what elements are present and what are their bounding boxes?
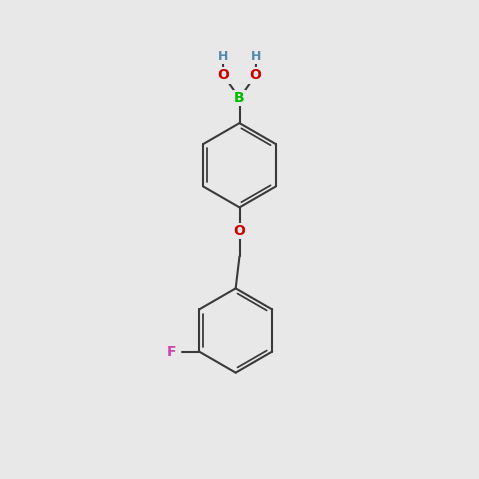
Text: O: O — [234, 224, 245, 239]
Text: O: O — [250, 68, 262, 82]
Text: B: B — [234, 91, 245, 105]
Text: H: H — [251, 50, 262, 63]
Text: H: H — [217, 50, 228, 63]
Text: O: O — [217, 68, 229, 82]
Text: F: F — [167, 344, 176, 359]
